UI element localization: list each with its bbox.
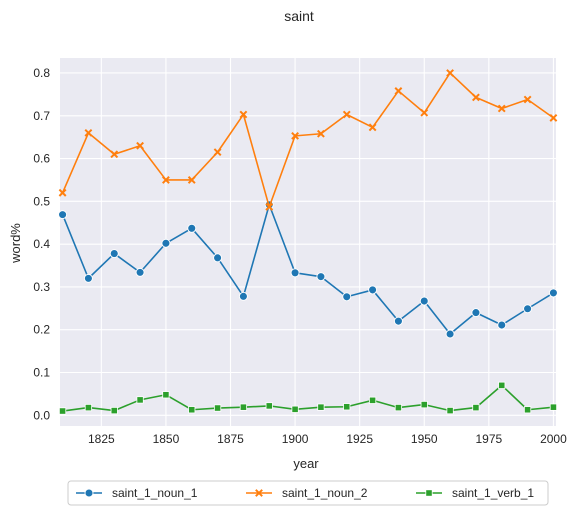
data-point [59,211,67,219]
legend-marker [85,489,93,497]
legend-label: saint_1_verb_1 [452,486,534,500]
x-axis-label: year [293,456,319,471]
data-point [421,401,427,407]
data-point [214,405,220,411]
y-tick-label: 0.0 [33,408,50,422]
data-point [239,292,247,300]
y-axis-ticks: 0.0 0.1 0.2 0.3 0.4 0.5 0.6 0.7 0.8 [33,66,50,422]
x-tick-label: 1850 [153,432,180,446]
data-point [446,330,454,338]
data-point [498,321,506,329]
data-point [395,404,401,410]
data-point [214,254,222,262]
x-tick-label: 1975 [475,432,502,446]
data-point [369,397,375,403]
data-point [136,268,144,276]
data-point [524,305,532,313]
data-point [394,317,402,325]
data-point [240,404,246,410]
data-point [291,269,299,277]
y-tick-label: 0.1 [33,366,50,380]
y-tick-label: 0.5 [33,194,50,208]
data-point [189,407,195,413]
data-point [318,404,324,410]
data-point [369,286,377,294]
data-point [499,382,505,388]
data-point [266,403,272,409]
data-point [110,250,118,258]
data-point [473,404,479,410]
y-tick-label: 0.2 [33,323,50,337]
legend: saint_1_noun_1 saint_1_noun_2 saint_1_verb… [68,481,548,505]
data-point [162,239,170,247]
data-point [472,309,480,317]
data-point [549,289,557,297]
data-point [524,407,530,413]
data-point [343,293,351,301]
y-tick-label: 0.4 [33,237,50,251]
x-tick-label: 1925 [346,432,373,446]
y-tick-label: 0.6 [33,152,50,166]
legend-label: saint_1_noun_1 [112,486,198,500]
legend-label: saint_1_noun_2 [282,486,368,500]
y-tick-label: 0.3 [33,280,50,294]
data-point [420,297,428,305]
data-point [137,397,143,403]
data-point [59,408,65,414]
y-tick-label: 0.8 [33,66,50,80]
data-point [85,404,91,410]
data-point [292,406,298,412]
data-point [163,392,169,398]
data-point [550,404,556,410]
data-point [111,407,117,413]
x-tick-label: 1900 [282,432,309,446]
legend-marker [426,490,432,496]
data-point [317,273,325,281]
y-tick-label: 0.7 [33,109,50,123]
chart-title: saint [284,8,314,24]
x-tick-label: 1825 [88,432,115,446]
x-tick-label: 1950 [411,432,438,446]
data-point [447,407,453,413]
plot-area [60,58,556,426]
data-point [188,224,196,232]
y-axis-label: word% [8,223,23,264]
x-tick-label: 1875 [217,432,244,446]
x-tick-label: 2000 [540,432,567,446]
data-point [84,274,92,282]
data-point [344,404,350,410]
